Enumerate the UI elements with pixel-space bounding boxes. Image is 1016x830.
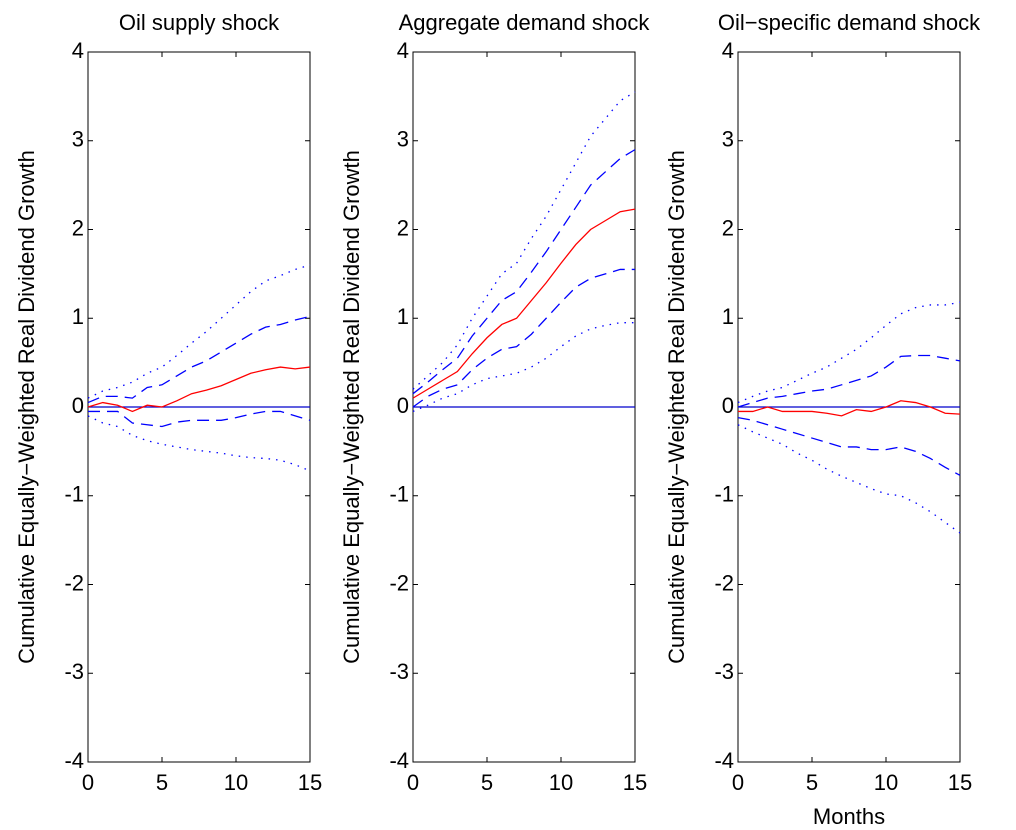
y-tick-label: 3 xyxy=(72,127,84,152)
x-tick-label: 15 xyxy=(298,770,322,795)
x-tick-label: 15 xyxy=(948,770,972,795)
y-tick-label: 0 xyxy=(72,393,84,418)
y-tick-label: 2 xyxy=(397,215,409,240)
x-tick-label: 10 xyxy=(874,770,898,795)
x-tick-label: 10 xyxy=(549,770,573,795)
series-line xyxy=(87,264,311,399)
y-tick-label: 4 xyxy=(72,38,84,63)
y-axis-label: Cumulative Equally−Weighted Real Dividen… xyxy=(664,150,689,664)
y-tick-label: -2 xyxy=(389,570,409,595)
y-tick-label: -3 xyxy=(64,659,84,684)
y-tick-label: -1 xyxy=(64,482,84,507)
y-tick-label: 1 xyxy=(722,304,734,329)
y-axis-label: Cumulative Equally−Weighted Real Dividen… xyxy=(14,150,39,664)
y-tick-label: 4 xyxy=(722,38,734,63)
series-line xyxy=(737,354,961,408)
x-tick-label: 15 xyxy=(623,770,647,795)
x-tick-label: 0 xyxy=(82,770,94,795)
series-line xyxy=(88,410,311,428)
series-line xyxy=(737,424,961,534)
series-line xyxy=(412,208,636,399)
series-line xyxy=(87,366,311,413)
y-tick-label: -3 xyxy=(714,659,734,684)
series-line xyxy=(738,400,961,417)
y-tick-label: 1 xyxy=(72,304,84,329)
y-tick-label: -4 xyxy=(714,748,734,773)
x-tick-label: 5 xyxy=(156,770,168,795)
series-line xyxy=(412,149,636,395)
y-tick-label: 2 xyxy=(72,215,84,240)
series-line xyxy=(737,301,961,404)
series-line xyxy=(737,417,961,476)
x-axis-label: Months xyxy=(813,804,885,829)
x-tick-label: 5 xyxy=(806,770,818,795)
series-line xyxy=(87,315,311,404)
x-tick-label: 0 xyxy=(407,770,419,795)
y-tick-label: 0 xyxy=(722,393,734,418)
y-tick-label: 3 xyxy=(722,127,734,152)
x-tick-label: 0 xyxy=(732,770,744,795)
series-line xyxy=(412,91,636,390)
y-tick-label: 2 xyxy=(722,215,734,240)
panel-title: Aggregate demand shock xyxy=(399,10,651,35)
y-tick-label: -2 xyxy=(64,570,84,595)
y-tick-label: -4 xyxy=(64,748,84,773)
y-tick-label: -1 xyxy=(389,482,409,507)
y-axis-label: Cumulative Equally−Weighted Real Dividen… xyxy=(339,150,364,664)
panel-title: Oil−specific demand shock xyxy=(718,10,981,35)
series-line xyxy=(87,415,311,472)
panel-title: Oil supply shock xyxy=(119,10,280,35)
y-tick-label: 4 xyxy=(397,38,409,63)
series-line xyxy=(412,268,635,408)
y-tick-label: 1 xyxy=(397,304,409,329)
y-tick-label: -2 xyxy=(714,570,734,595)
x-tick-label: 10 xyxy=(224,770,248,795)
y-tick-label: 0 xyxy=(397,393,409,418)
y-tick-label: 3 xyxy=(397,127,409,152)
x-tick-label: 5 xyxy=(481,770,493,795)
y-tick-label: -4 xyxy=(389,748,409,773)
y-tick-label: -3 xyxy=(389,659,409,684)
y-tick-label: -1 xyxy=(714,482,734,507)
